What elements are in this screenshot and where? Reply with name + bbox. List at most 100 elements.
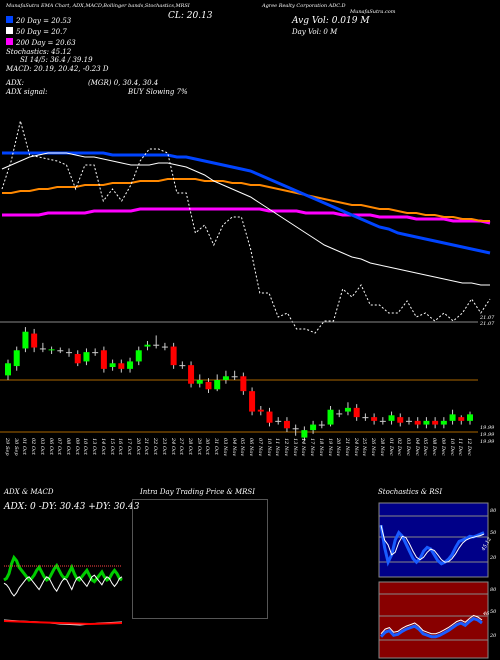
candle-body bbox=[449, 414, 456, 421]
date-label: 17 Nov bbox=[309, 438, 316, 457]
candle-body bbox=[48, 349, 55, 351]
candle-body bbox=[222, 376, 229, 380]
date-label: 18 Nov bbox=[317, 438, 324, 457]
price-axis-label: 19.99 bbox=[480, 432, 495, 438]
candle-body bbox=[266, 411, 273, 423]
date-label: 01 Dec bbox=[387, 438, 394, 456]
candle-body bbox=[31, 333, 38, 348]
chart-header: MunafaSutra EMA Chart, ADX,MACD,Bollinge… bbox=[6, 3, 190, 9]
stochastics-k-line bbox=[379, 524, 485, 567]
date-label: 28 Nov bbox=[378, 438, 385, 457]
candle-body bbox=[257, 409, 264, 412]
date-label: 03 Oct bbox=[38, 438, 45, 455]
date-label: 27 Oct bbox=[178, 438, 185, 455]
adx-readout: ADX: 0 -DY: 30.43 +DY: 30.43 bbox=[4, 502, 140, 512]
date-label: 31 Oct bbox=[213, 438, 220, 455]
candle-body bbox=[153, 344, 160, 346]
legend-adx: ADX: bbox=[6, 79, 25, 87]
candle-body bbox=[414, 420, 421, 425]
candle-body bbox=[22, 331, 29, 349]
candle-body bbox=[292, 428, 299, 430]
candle-body bbox=[327, 409, 334, 425]
rsi-axis-label: 20 bbox=[490, 633, 497, 639]
date-label: 10 Oct bbox=[82, 438, 89, 455]
date-label: 30 Sep bbox=[12, 438, 19, 456]
mrsi-line bbox=[380, 614, 483, 635]
date-label: 02 Oct bbox=[30, 438, 37, 455]
candle-body bbox=[13, 350, 20, 367]
candle-body bbox=[118, 363, 125, 369]
date-label: 07 Oct bbox=[56, 438, 63, 455]
intraday-title: Intra Day Trading Price & MRSI bbox=[140, 488, 255, 496]
candle-body bbox=[100, 350, 107, 369]
date-label: 10 Nov bbox=[265, 438, 272, 457]
day-volume: Day Vol: 0 M bbox=[292, 28, 338, 36]
date-label: 13 Nov bbox=[291, 438, 298, 457]
site-name: MunafaSutra.com bbox=[350, 9, 396, 15]
candle-body bbox=[467, 414, 473, 421]
stoch-axis-label: 80 bbox=[490, 508, 497, 514]
intraday-panel bbox=[132, 499, 268, 619]
candle-body bbox=[379, 420, 386, 422]
date-label: 14 Oct bbox=[99, 438, 106, 455]
date-label: 02 Dec bbox=[396, 438, 403, 456]
candle-body bbox=[92, 352, 99, 354]
close-line bbox=[1, 120, 491, 334]
date-label: 29 Sep bbox=[4, 438, 10, 456]
date-label: 20 Oct bbox=[134, 438, 141, 455]
candle-body bbox=[405, 420, 412, 422]
price-axis-label: 21.07 bbox=[480, 315, 495, 321]
legend-macd: MACD: 20.19, 20.42, -0.23 D bbox=[6, 65, 109, 73]
ema50-line bbox=[2, 151, 491, 255]
candle-body bbox=[283, 420, 290, 429]
candle-body bbox=[135, 350, 142, 362]
ema200-line bbox=[2, 207, 491, 225]
rsi-axis-label: 50 bbox=[490, 609, 497, 615]
price-axis-label: 19.99 bbox=[480, 425, 495, 431]
candle-body bbox=[440, 420, 447, 425]
candle-body bbox=[161, 346, 168, 348]
legend-adx-signal: ADX signal: bbox=[6, 88, 48, 96]
stochastics-panel bbox=[378, 502, 489, 578]
ema100-line bbox=[2, 178, 490, 222]
candle-body bbox=[109, 363, 116, 367]
candle-body bbox=[83, 352, 90, 362]
adx-minus-di-line bbox=[3, 574, 123, 597]
candle-body bbox=[388, 415, 395, 421]
date-label: 09 Oct bbox=[73, 438, 80, 455]
candle-body bbox=[423, 420, 430, 425]
macd-signal-line bbox=[3, 620, 123, 626]
candle-body bbox=[205, 381, 212, 390]
date-label: 13 Oct bbox=[91, 438, 98, 455]
date-label: 30 Oct bbox=[204, 438, 211, 455]
date-label: 08 Oct bbox=[65, 438, 72, 455]
candle-body bbox=[170, 346, 177, 366]
date-label: 12 Dec bbox=[466, 438, 472, 456]
price-axis-label: 19.99 bbox=[480, 439, 495, 445]
date-label: 26 Nov bbox=[370, 438, 377, 457]
date-label: 06 Oct bbox=[47, 438, 54, 455]
candle-body bbox=[301, 430, 308, 438]
candle-body bbox=[310, 424, 317, 431]
date-label: 16 Oct bbox=[117, 438, 124, 455]
legend-ema200-label: 200 Day = 20.63 bbox=[16, 39, 76, 47]
ema20-line bbox=[1, 152, 490, 286]
rsi-line bbox=[379, 616, 483, 639]
symbol-title: Agree Realty Corporation ADC.D bbox=[262, 3, 346, 9]
date-label: 10 Dec bbox=[448, 438, 455, 456]
candle-body bbox=[275, 420, 282, 422]
avg-volume: Avg Vol: 0.019 M bbox=[292, 16, 370, 26]
candle-body bbox=[179, 365, 186, 367]
rsi-value-tag: 46 bbox=[483, 611, 490, 617]
candle-body bbox=[353, 407, 360, 418]
rsi-axis-label: 80 bbox=[490, 587, 497, 593]
date-label: 09 Dec bbox=[439, 438, 446, 456]
date-label: 23 Oct bbox=[160, 438, 167, 455]
date-label: 15 Oct bbox=[108, 438, 115, 455]
legend-stochastics: Stochastics: 45.12 bbox=[6, 48, 72, 56]
date-label: 03 Dec bbox=[404, 438, 411, 456]
legend-si: SI 14/5: 36.4 / 39.19 bbox=[20, 56, 93, 64]
date-label: 24 Nov bbox=[352, 438, 359, 457]
legend-ema20-label: 20 Day = 20.53 bbox=[16, 17, 72, 25]
candle-body bbox=[362, 417, 369, 419]
